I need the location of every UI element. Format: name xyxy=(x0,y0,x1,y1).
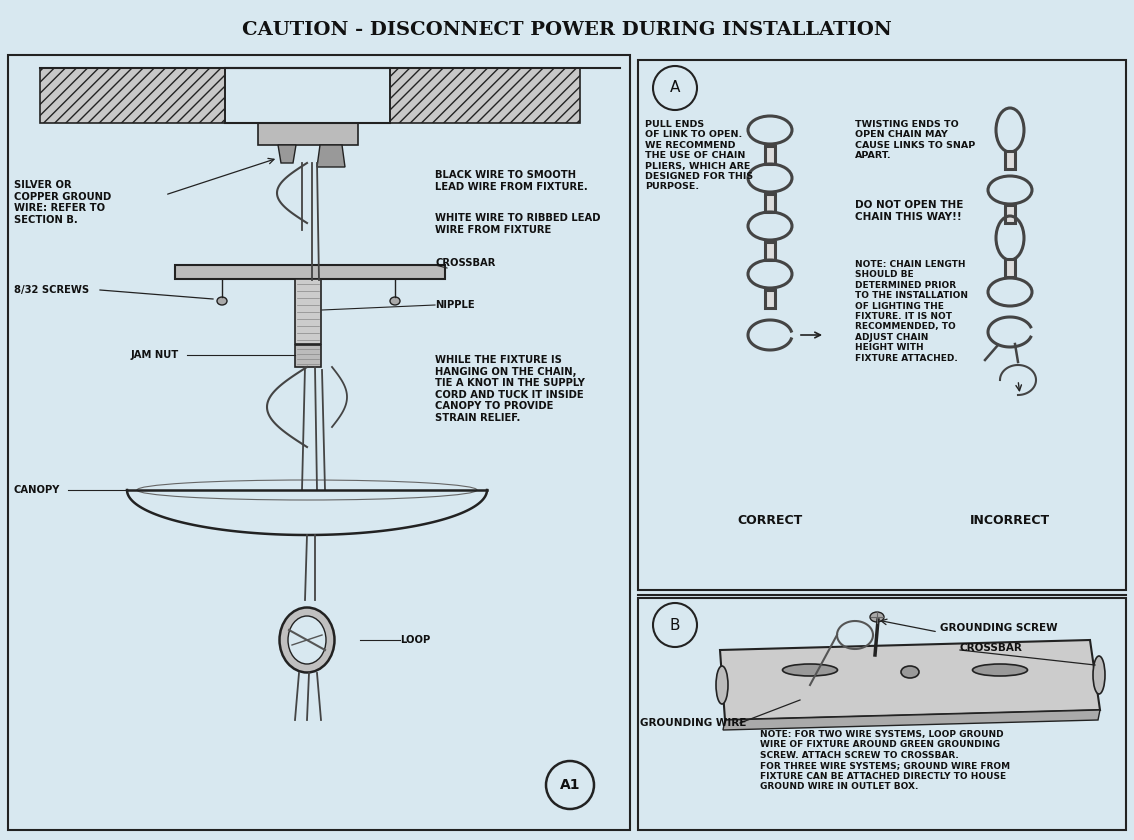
Text: A1: A1 xyxy=(560,778,581,792)
Bar xyxy=(175,265,445,279)
Ellipse shape xyxy=(1093,656,1105,694)
Polygon shape xyxy=(318,145,345,167)
Text: NOTE: FOR TWO WIRE SYSTEMS, LOOP GROUND
WIRE OF FIXTURE AROUND GREEN GROUNDING
S: NOTE: FOR TWO WIRE SYSTEMS, LOOP GROUND … xyxy=(760,730,1010,791)
Ellipse shape xyxy=(288,616,325,664)
Text: A: A xyxy=(670,81,680,96)
Bar xyxy=(638,60,1126,590)
Ellipse shape xyxy=(782,664,838,676)
Text: JAM NUT: JAM NUT xyxy=(130,350,178,360)
Bar xyxy=(1005,151,1015,169)
Text: INCORRECT: INCORRECT xyxy=(970,513,1050,527)
Bar xyxy=(638,598,1126,830)
Text: GROUNDING SCREW: GROUNDING SCREW xyxy=(940,623,1058,633)
Bar xyxy=(259,123,358,145)
Bar xyxy=(1005,259,1015,277)
Bar xyxy=(390,68,579,123)
Text: NOTE: CHAIN LENGTH
SHOULD BE
DETERMINED PRIOR
TO THE INSTALLATION
OF LIGHTING TH: NOTE: CHAIN LENGTH SHOULD BE DETERMINED … xyxy=(855,260,968,363)
Text: LOOP: LOOP xyxy=(400,635,430,645)
Ellipse shape xyxy=(902,666,919,678)
Bar xyxy=(1005,205,1015,223)
Bar xyxy=(765,194,775,212)
Bar xyxy=(40,68,225,123)
Polygon shape xyxy=(723,710,1100,730)
Text: CROSSBAR: CROSSBAR xyxy=(960,643,1023,653)
Bar xyxy=(765,242,775,260)
Polygon shape xyxy=(278,145,296,163)
Bar xyxy=(8,55,631,830)
Text: WHILE THE FIXTURE IS
HANGING ON THE CHAIN,
TIE A KNOT IN THE SUPPLY
CORD AND TUC: WHILE THE FIXTURE IS HANGING ON THE CHAI… xyxy=(435,355,585,423)
Text: B: B xyxy=(670,617,680,633)
Polygon shape xyxy=(720,640,1100,720)
Bar xyxy=(295,279,321,344)
Ellipse shape xyxy=(973,664,1027,676)
Text: CAUTION - DISCONNECT POWER DURING INSTALLATION: CAUTION - DISCONNECT POWER DURING INSTAL… xyxy=(243,21,891,39)
Text: CROSSBAR: CROSSBAR xyxy=(435,258,496,268)
Text: GROUNDING WIRE: GROUNDING WIRE xyxy=(640,718,746,728)
Text: TWISTING ENDS TO
OPEN CHAIN MAY
CAUSE LINKS TO SNAP
APART.: TWISTING ENDS TO OPEN CHAIN MAY CAUSE LI… xyxy=(855,120,975,160)
Text: 8/32 SCREWS: 8/32 SCREWS xyxy=(14,285,90,295)
Bar xyxy=(765,146,775,164)
Text: CORRECT: CORRECT xyxy=(737,513,803,527)
Ellipse shape xyxy=(279,607,335,673)
Bar xyxy=(765,290,775,308)
Circle shape xyxy=(545,761,594,809)
Text: CANOPY: CANOPY xyxy=(14,485,60,495)
Bar xyxy=(295,345,321,367)
Circle shape xyxy=(653,603,697,647)
Text: NIPPLE: NIPPLE xyxy=(435,300,475,310)
Text: PULL ENDS
OF LINK TO OPEN.
WE RECOMMEND
THE USE OF CHAIN
PLIERS, WHICH ARE
DESIG: PULL ENDS OF LINK TO OPEN. WE RECOMMEND … xyxy=(645,120,753,192)
Ellipse shape xyxy=(390,297,400,305)
Text: BLACK WIRE TO SMOOTH
LEAD WIRE FROM FIXTURE.: BLACK WIRE TO SMOOTH LEAD WIRE FROM FIXT… xyxy=(435,170,587,192)
Ellipse shape xyxy=(870,612,885,622)
Circle shape xyxy=(653,66,697,110)
Ellipse shape xyxy=(716,666,728,704)
Text: DO NOT OPEN THE
CHAIN THIS WAY!!: DO NOT OPEN THE CHAIN THIS WAY!! xyxy=(855,200,964,222)
Ellipse shape xyxy=(217,297,227,305)
Text: SILVER OR
COPPER GROUND
WIRE: REFER TO
SECTION B.: SILVER OR COPPER GROUND WIRE: REFER TO S… xyxy=(14,180,111,225)
Text: WHITE WIRE TO RIBBED LEAD
WIRE FROM FIXTURE: WHITE WIRE TO RIBBED LEAD WIRE FROM FIXT… xyxy=(435,213,601,234)
